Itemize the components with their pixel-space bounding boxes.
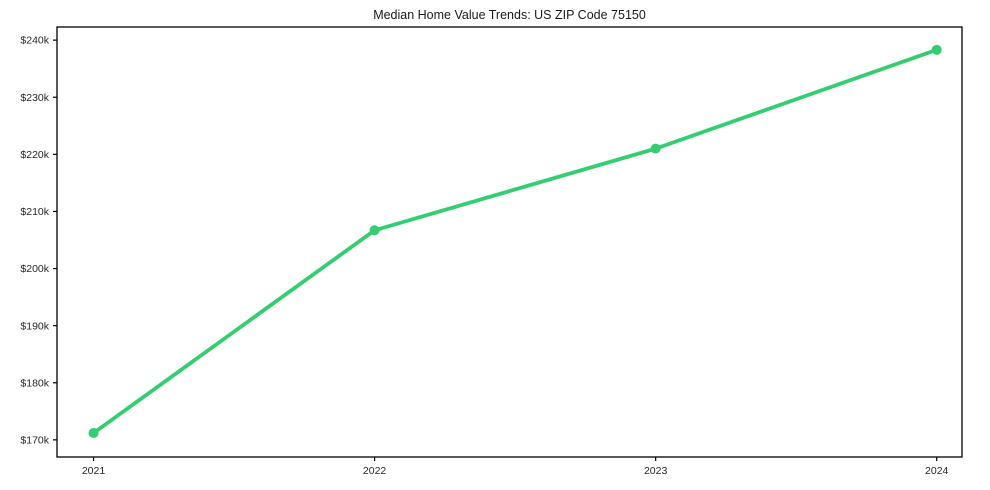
median-home-value-line	[91, 47, 939, 435]
data-point-marker	[369, 225, 380, 236]
y-tick-label: $230k	[20, 92, 49, 104]
plot-border	[56, 26, 963, 458]
chart-title: Median Home Value Trends: US ZIP Code 75…	[373, 8, 646, 22]
y-tick-label: $210k	[20, 206, 49, 218]
y-tick-label: $170k	[20, 434, 49, 446]
x-tick-label: 2024	[925, 465, 949, 477]
y-tick-label: $220k	[20, 149, 49, 161]
data-point-marker	[88, 428, 99, 439]
y-tick-label: $240k	[20, 35, 49, 47]
data-point-marker	[650, 143, 661, 154]
data-point-marker	[931, 44, 942, 55]
x-tick-label: 2021	[82, 465, 106, 477]
y-tick-label: $200k	[20, 263, 49, 275]
x-tick-label: 2023	[644, 465, 668, 477]
x-tick-label: 2022	[363, 465, 387, 477]
y-tick-label: $190k	[20, 320, 49, 332]
y-tick-label: $180k	[20, 377, 49, 389]
